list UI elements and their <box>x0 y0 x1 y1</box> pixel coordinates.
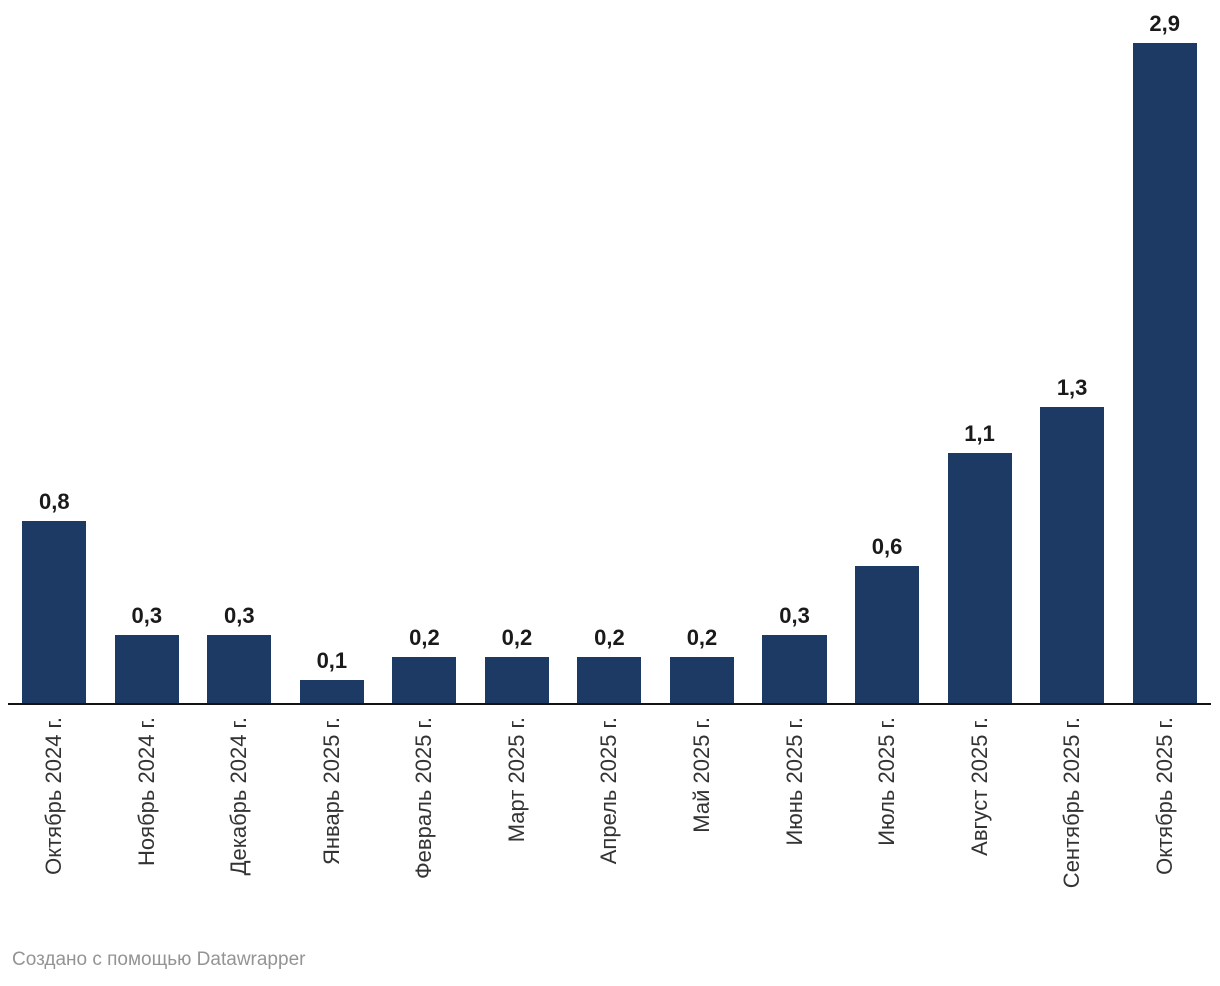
bar-column: 0,3 <box>748 43 841 703</box>
x-axis-tick: Май 2025 г. <box>656 705 749 919</box>
x-axis-tick: Октябрь 2024 г. <box>8 705 101 919</box>
bar[interactable] <box>947 452 1012 703</box>
bar-plot: 0,8 0,3 0,3 0,1 0,2 0,2 0,2 0,2 0,3 0,6 1,1 1,3 2,9 <box>8 12 1211 703</box>
bar-column: 0,3 <box>193 43 286 703</box>
bar[interactable] <box>669 657 735 703</box>
bar[interactable] <box>114 634 179 703</box>
bar-value-label: 1,1 <box>964 420 995 446</box>
bar-value-label: 0,3 <box>131 602 163 628</box>
bar-value-label: 0,2 <box>501 625 533 651</box>
bar-column: 2,9 <box>1118 12 1211 703</box>
bar-column: 0,3 <box>101 43 194 703</box>
bar-value-label: 0,2 <box>594 625 625 651</box>
x-axis-tick: Январь 2025 г. <box>286 705 379 919</box>
x-axis-tick: Июнь 2025 г. <box>748 705 841 919</box>
bar[interactable] <box>1040 407 1105 703</box>
x-axis-tick: Октябрь 2025 г. <box>1118 705 1211 919</box>
bar-value-label: 1,3 <box>1056 375 1088 401</box>
bar[interactable] <box>762 634 827 703</box>
bar-column: 0,2 <box>563 43 656 703</box>
bar-value-label: 2,9 <box>1149 11 1180 36</box>
x-axis-tick-label: Октябрь 2024 г. <box>41 717 67 875</box>
x-axis-tick-label: Январь 2025 г. <box>318 717 344 866</box>
bar[interactable] <box>299 680 364 703</box>
bar-column: 0,8 <box>8 43 101 703</box>
bar[interactable] <box>855 566 920 703</box>
bar[interactable] <box>392 657 457 703</box>
bar-column: 0,2 <box>471 43 564 703</box>
x-axis-tick: Февраль 2025 г. <box>378 705 471 919</box>
attribution-link[interactable]: Создано с помощью Datawrapper <box>12 949 306 970</box>
x-axis-tick: Март 2025 г. <box>471 705 564 919</box>
x-axis-tick-label: Март 2025 г. <box>503 717 529 843</box>
x-axis-tick: Апрель 2025 г. <box>563 705 656 919</box>
bar[interactable] <box>1132 43 1197 703</box>
x-axis-tick-label: Июнь 2025 г. <box>781 717 807 846</box>
x-axis-tick-label: Август 2025 г. <box>966 717 992 856</box>
bar-column: 0,1 <box>286 43 379 703</box>
bar-value-label: 0,3 <box>224 602 255 628</box>
x-axis-tick-label: Декабрь 2024 г. <box>226 717 252 876</box>
bar-value-label: 0,2 <box>409 625 440 651</box>
bar-value-label: 0,6 <box>871 534 903 560</box>
attribution-footer: Создано с помощью Datawrapper <box>12 949 1220 971</box>
bar-column: 0,6 <box>841 43 934 703</box>
bar-value-label: 0,2 <box>686 625 718 651</box>
x-axis-tick-label: Июль 2025 г. <box>874 717 900 846</box>
bar-column: 0,2 <box>378 43 471 703</box>
x-axis-tick-label: Ноябрь 2024 г. <box>133 717 159 866</box>
x-axis-tick: Август 2025 г. <box>933 705 1026 919</box>
bar-column: 0,2 <box>656 43 749 703</box>
x-axis-tick-label: Февраль 2025 г. <box>411 717 437 880</box>
x-axis-tick-label: Май 2025 г. <box>688 717 714 833</box>
bar-value-label: 0,8 <box>38 488 70 514</box>
x-axis-tick: Ноябрь 2024 г. <box>101 705 194 919</box>
bar[interactable] <box>22 520 87 703</box>
x-axis-tick-label: Октябрь 2025 г. <box>1151 717 1177 875</box>
bar[interactable] <box>577 657 642 703</box>
x-axis-tick-label: Сентябрь 2025 г. <box>1059 717 1085 889</box>
x-axis-tick: Июль 2025 г. <box>841 705 934 919</box>
bar-column: 1,1 <box>933 43 1026 703</box>
x-axis-line <box>8 703 1211 705</box>
bar-value-label: 0,3 <box>779 602 810 628</box>
bar-value-label: 0,1 <box>316 648 348 674</box>
bar-column: 1,3 <box>1026 43 1119 703</box>
x-axis-labels: Октябрь 2024 г. Ноябрь 2024 г. Декабрь 202… <box>8 705 1211 919</box>
x-axis-tick: Декабрь 2024 г. <box>193 705 286 919</box>
bar[interactable] <box>484 657 549 703</box>
x-axis-tick-label: Апрель 2025 г. <box>596 717 622 865</box>
x-axis-tick: Сентябрь 2025 г. <box>1026 705 1119 919</box>
bar[interactable] <box>207 634 272 703</box>
